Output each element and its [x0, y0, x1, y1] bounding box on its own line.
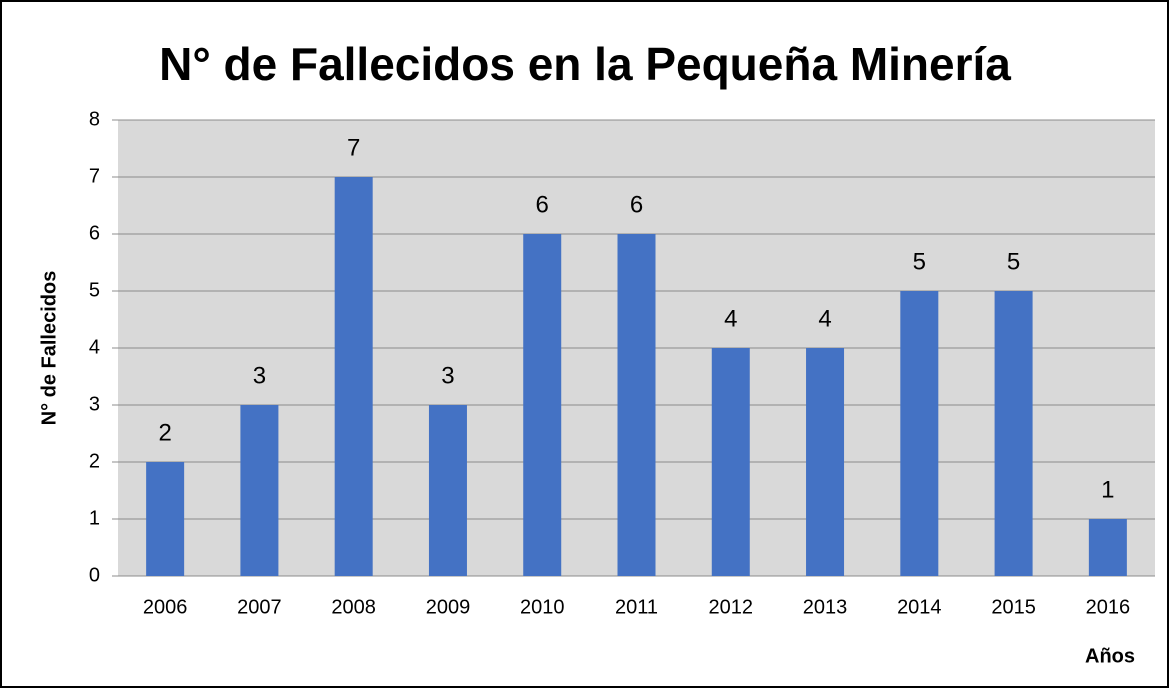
- y-tick-label: 5: [89, 279, 100, 301]
- data-label: 5: [913, 248, 926, 275]
- y-tick-label: 8: [89, 108, 100, 130]
- bar: [1088, 519, 1127, 576]
- bar: [334, 177, 373, 576]
- bar: [146, 462, 185, 576]
- x-axis-label: Años: [1085, 645, 1135, 667]
- data-label: 1: [1101, 476, 1114, 503]
- x-tick-label: 2012: [709, 596, 754, 618]
- y-tick-label: 1: [89, 507, 100, 529]
- y-tick-label: 7: [89, 165, 100, 187]
- data-label: 6: [536, 191, 549, 218]
- y-tick-label: 3: [89, 393, 100, 415]
- x-tick-label: 2011: [615, 596, 658, 618]
- data-label: 2: [158, 419, 171, 446]
- chart-title: N° de Fallecidos en la Pequeña Minería: [159, 38, 1011, 90]
- data-label: 5: [1007, 248, 1020, 275]
- bar: [428, 405, 467, 576]
- x-tick-label: 2016: [1086, 596, 1131, 618]
- bar: [240, 405, 279, 576]
- x-tick-label: 2013: [803, 596, 848, 618]
- y-tick-label: 2: [89, 450, 100, 472]
- x-tick-label: 2007: [237, 596, 282, 618]
- bar: [711, 348, 750, 576]
- x-tick-label: 2006: [143, 596, 188, 618]
- bar: [994, 291, 1033, 576]
- data-label: 6: [630, 191, 643, 218]
- x-tick-label: 2009: [426, 596, 471, 618]
- x-tick-label: 2014: [897, 596, 942, 618]
- bar: [900, 291, 939, 576]
- x-tick-label: 2010: [520, 596, 565, 618]
- y-axis-label: N° de Fallecidos: [38, 271, 60, 426]
- data-label: 4: [818, 305, 831, 332]
- y-tick-label: 6: [89, 222, 100, 244]
- data-label: 3: [253, 362, 266, 389]
- bar: [523, 234, 562, 576]
- bar: [617, 234, 656, 576]
- data-label: 3: [441, 362, 454, 389]
- data-label: 7: [347, 134, 360, 161]
- y-tick-label: 0: [89, 564, 100, 586]
- x-tick-label: 2008: [331, 596, 376, 618]
- bar: [806, 348, 845, 576]
- data-label: 4: [724, 305, 737, 332]
- x-tick-label: 2015: [991, 596, 1036, 618]
- y-tick-label: 4: [89, 336, 100, 358]
